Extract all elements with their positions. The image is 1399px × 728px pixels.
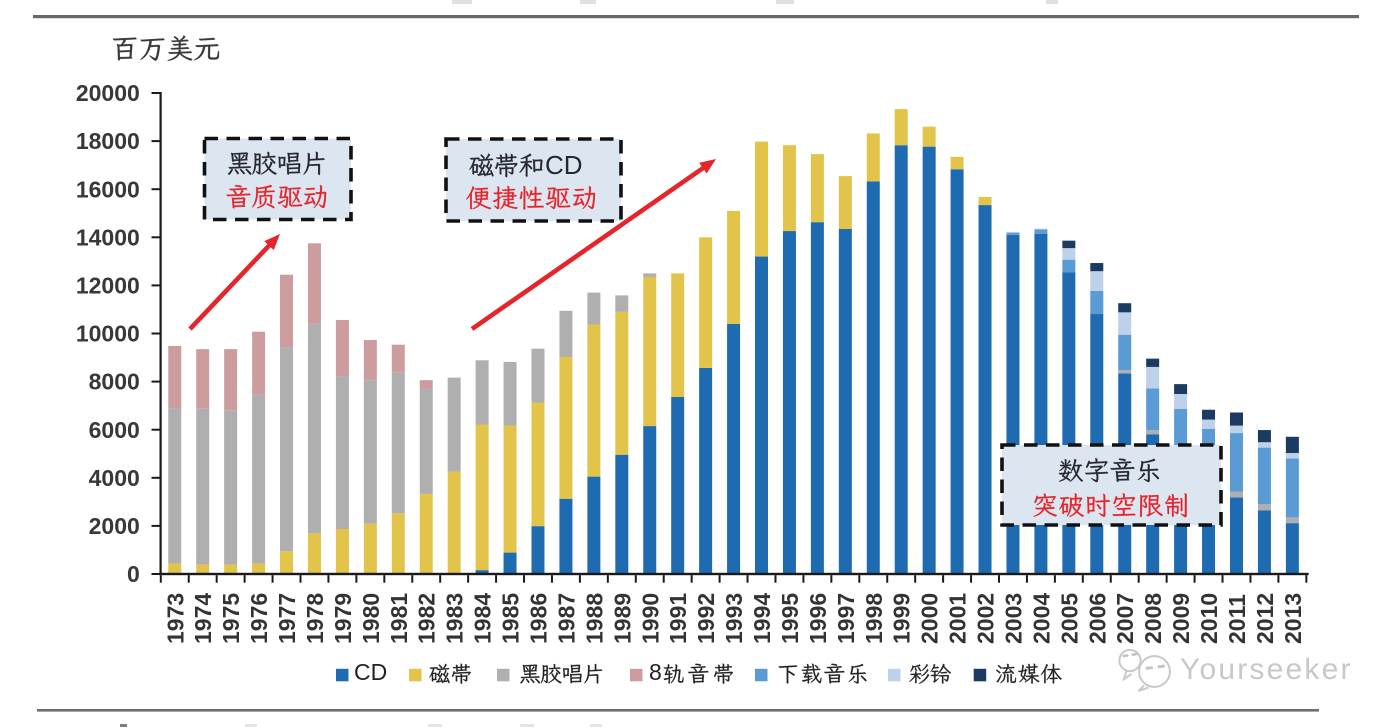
svg-text:1993: 1993 (721, 593, 747, 644)
svg-text:2007: 2007 (1112, 593, 1138, 644)
svg-text:2003: 2003 (1000, 593, 1026, 644)
svg-text:8000: 8000 (89, 369, 140, 395)
svg-text:1995: 1995 (777, 593, 803, 644)
svg-text:2010: 2010 (1196, 593, 1222, 644)
svg-text:1996: 1996 (805, 593, 831, 644)
svg-text:1981: 1981 (386, 593, 412, 644)
svg-text:2002: 2002 (973, 593, 999, 644)
svg-text:1982: 1982 (414, 593, 440, 644)
svg-text:1978: 1978 (302, 593, 328, 644)
svg-text:1999: 1999 (889, 593, 915, 644)
svg-text:1997: 1997 (833, 593, 859, 644)
svg-text:1991: 1991 (665, 593, 691, 644)
svg-text:1998: 1998 (861, 593, 887, 644)
svg-text:2009: 2009 (1168, 593, 1194, 644)
svg-text:2012: 2012 (1252, 593, 1278, 644)
svg-text:1980: 1980 (358, 593, 384, 644)
svg-text:18000: 18000 (76, 128, 140, 154)
svg-text:2006: 2006 (1084, 593, 1110, 644)
svg-text:1974: 1974 (190, 593, 216, 644)
svg-text:1992: 1992 (693, 593, 719, 644)
svg-text:4000: 4000 (89, 465, 140, 491)
svg-text:8: 8 (649, 659, 662, 685)
svg-text:Yourseeker: Yourseeker (1180, 653, 1353, 686)
svg-text:2004: 2004 (1028, 593, 1054, 644)
svg-text:2005: 2005 (1056, 593, 1082, 644)
svg-text:CD: CD (545, 150, 583, 180)
svg-text:6000: 6000 (89, 417, 140, 443)
svg-text:1986: 1986 (525, 593, 551, 644)
svg-text:1977: 1977 (274, 593, 300, 644)
svg-text:16000: 16000 (76, 176, 140, 202)
svg-text:2001: 2001 (945, 593, 971, 644)
svg-text:2000: 2000 (917, 593, 943, 644)
svg-text:1979: 1979 (330, 593, 356, 644)
svg-text:2011: 2011 (1224, 594, 1250, 644)
svg-text:1975: 1975 (218, 593, 244, 644)
svg-text:12000: 12000 (76, 273, 140, 299)
svg-text:1976: 1976 (246, 593, 272, 644)
svg-text:1973: 1973 (162, 593, 188, 644)
svg-text:CD: CD (354, 659, 387, 685)
svg-text:1987: 1987 (553, 593, 579, 644)
svg-text:1994: 1994 (749, 593, 775, 644)
svg-text:1990: 1990 (637, 593, 663, 644)
svg-text:14000: 14000 (76, 224, 140, 250)
svg-text:10000: 10000 (76, 321, 140, 347)
svg-text:1988: 1988 (581, 593, 607, 644)
svg-text:2013: 2013 (1280, 593, 1306, 644)
svg-text:1983: 1983 (442, 593, 468, 644)
svg-text:1984: 1984 (470, 593, 496, 644)
svg-text:2000: 2000 (89, 513, 140, 539)
svg-text:0: 0 (127, 561, 140, 587)
svg-text:1989: 1989 (609, 593, 635, 644)
svg-text:1985: 1985 (498, 593, 524, 644)
svg-text:2008: 2008 (1140, 593, 1166, 644)
svg-text:20000: 20000 (76, 80, 140, 106)
